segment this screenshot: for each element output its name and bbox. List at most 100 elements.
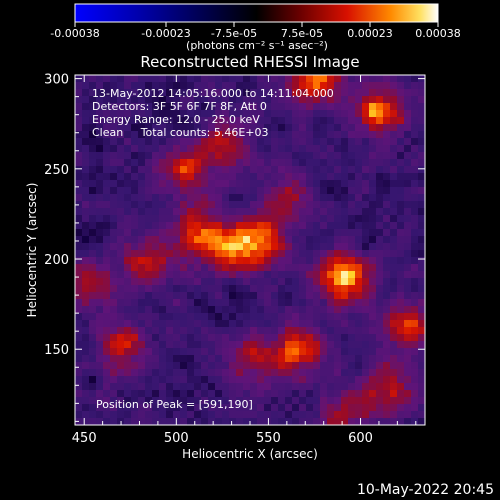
heatmap-cell xyxy=(236,138,244,146)
heatmap-cell xyxy=(285,194,293,202)
heatmap-cell xyxy=(194,390,202,398)
heatmap-cell xyxy=(383,145,391,153)
heatmap-cell xyxy=(411,383,419,391)
heatmap-cell xyxy=(131,292,139,300)
heatmap-cell xyxy=(82,376,90,384)
heatmap-cell xyxy=(348,411,356,419)
heatmap-cell xyxy=(278,131,286,139)
heatmap-cell xyxy=(334,348,342,356)
heatmap-cell xyxy=(138,264,146,272)
heatmap-cell xyxy=(292,376,300,384)
heatmap-cell xyxy=(152,348,160,356)
heatmap-cell xyxy=(166,404,174,412)
heatmap-cell xyxy=(89,180,97,188)
heatmap-cell xyxy=(124,103,132,111)
heatmap-cell xyxy=(201,145,209,153)
heatmap-cell xyxy=(89,229,97,237)
heatmap-cell xyxy=(369,173,377,181)
heatmap-cell xyxy=(208,82,216,90)
heatmap-cell xyxy=(145,376,153,384)
heatmap-cell xyxy=(103,383,111,391)
heatmap-cell xyxy=(75,334,83,342)
heatmap-cell xyxy=(173,138,181,146)
heatmap-cell xyxy=(124,187,132,195)
heatmap-cell xyxy=(103,376,111,384)
heatmap-cell xyxy=(208,299,216,307)
heatmap-cell xyxy=(208,327,216,335)
heatmap-cell xyxy=(418,89,425,97)
heatmap-cell xyxy=(180,159,188,167)
heatmap-cell xyxy=(362,369,370,377)
heatmap-cell xyxy=(117,124,125,132)
heatmap-cell xyxy=(411,229,419,237)
heatmap-cell xyxy=(173,348,181,356)
heatmap-cell xyxy=(215,152,223,160)
heatmap-cell xyxy=(411,348,419,356)
heatmap-cell xyxy=(82,390,90,398)
heatmap-cell xyxy=(355,404,363,412)
heatmap-cell xyxy=(397,257,405,265)
heatmap-cell xyxy=(159,110,167,118)
heatmap-cell xyxy=(215,236,223,244)
heatmap-cell xyxy=(341,236,349,244)
heatmap-cell xyxy=(362,110,370,118)
heatmap-cell xyxy=(110,397,118,405)
heatmap-cell xyxy=(208,404,216,412)
heatmap-cell xyxy=(306,152,314,160)
heatmap-cell xyxy=(215,397,223,405)
heatmap-cell xyxy=(299,96,307,104)
heatmap-cell xyxy=(89,110,97,118)
heatmap-cell xyxy=(362,166,370,174)
heatmap-cell xyxy=(369,124,377,132)
heatmap-cell xyxy=(418,257,425,265)
heatmap-cell xyxy=(334,194,342,202)
heatmap-cell xyxy=(313,173,321,181)
heatmap-cell xyxy=(306,75,314,83)
heatmap-cell xyxy=(131,75,139,83)
heatmap-cell xyxy=(138,131,146,139)
heatmap-cell xyxy=(166,369,174,377)
heatmap-cell xyxy=(334,306,342,314)
heatmap-cell xyxy=(75,117,83,125)
heatmap-cell xyxy=(264,236,272,244)
heatmap-cell xyxy=(299,397,307,405)
heatmap-cell xyxy=(264,250,272,258)
heatmap-cell xyxy=(194,418,202,425)
heatmap-cell xyxy=(145,334,153,342)
heatmap-cell xyxy=(138,187,146,195)
heatmap-cell xyxy=(306,243,314,251)
heatmap-cell xyxy=(166,264,174,272)
heatmap-cell xyxy=(222,201,230,209)
heatmap-cell xyxy=(285,152,293,160)
heatmap-cell xyxy=(341,418,349,425)
heatmap-cell xyxy=(215,131,223,139)
heatmap-cell xyxy=(376,355,384,363)
heatmap-cell xyxy=(383,75,391,83)
heatmap-cell xyxy=(411,320,419,328)
heatmap-cell xyxy=(257,327,265,335)
heatmap-cell xyxy=(292,236,300,244)
heatmap-cell xyxy=(236,75,244,83)
heatmap-cell xyxy=(201,348,209,356)
colorbar-tick-label: 7.5e-05 xyxy=(281,27,323,40)
heatmap-cell xyxy=(376,376,384,384)
heatmap-cell xyxy=(180,138,188,146)
heatmap-cell xyxy=(173,285,181,293)
heatmap-cell xyxy=(208,201,216,209)
heatmap-cell xyxy=(250,229,258,237)
heatmap-cell xyxy=(166,187,174,195)
heatmap-cell xyxy=(418,222,425,230)
heatmap-cell xyxy=(138,110,146,118)
heatmap-cell xyxy=(201,201,209,209)
heatmap-cell xyxy=(208,180,216,188)
heatmap-cell xyxy=(278,208,286,216)
heatmap-cell xyxy=(145,292,153,300)
heatmap-cell xyxy=(82,257,90,265)
heatmap-cell xyxy=(96,117,104,125)
heatmap-cell xyxy=(208,103,216,111)
heatmap-cell xyxy=(82,201,90,209)
heatmap-cell xyxy=(201,222,209,230)
heatmap-cell xyxy=(264,299,272,307)
heatmap-cell xyxy=(173,292,181,300)
